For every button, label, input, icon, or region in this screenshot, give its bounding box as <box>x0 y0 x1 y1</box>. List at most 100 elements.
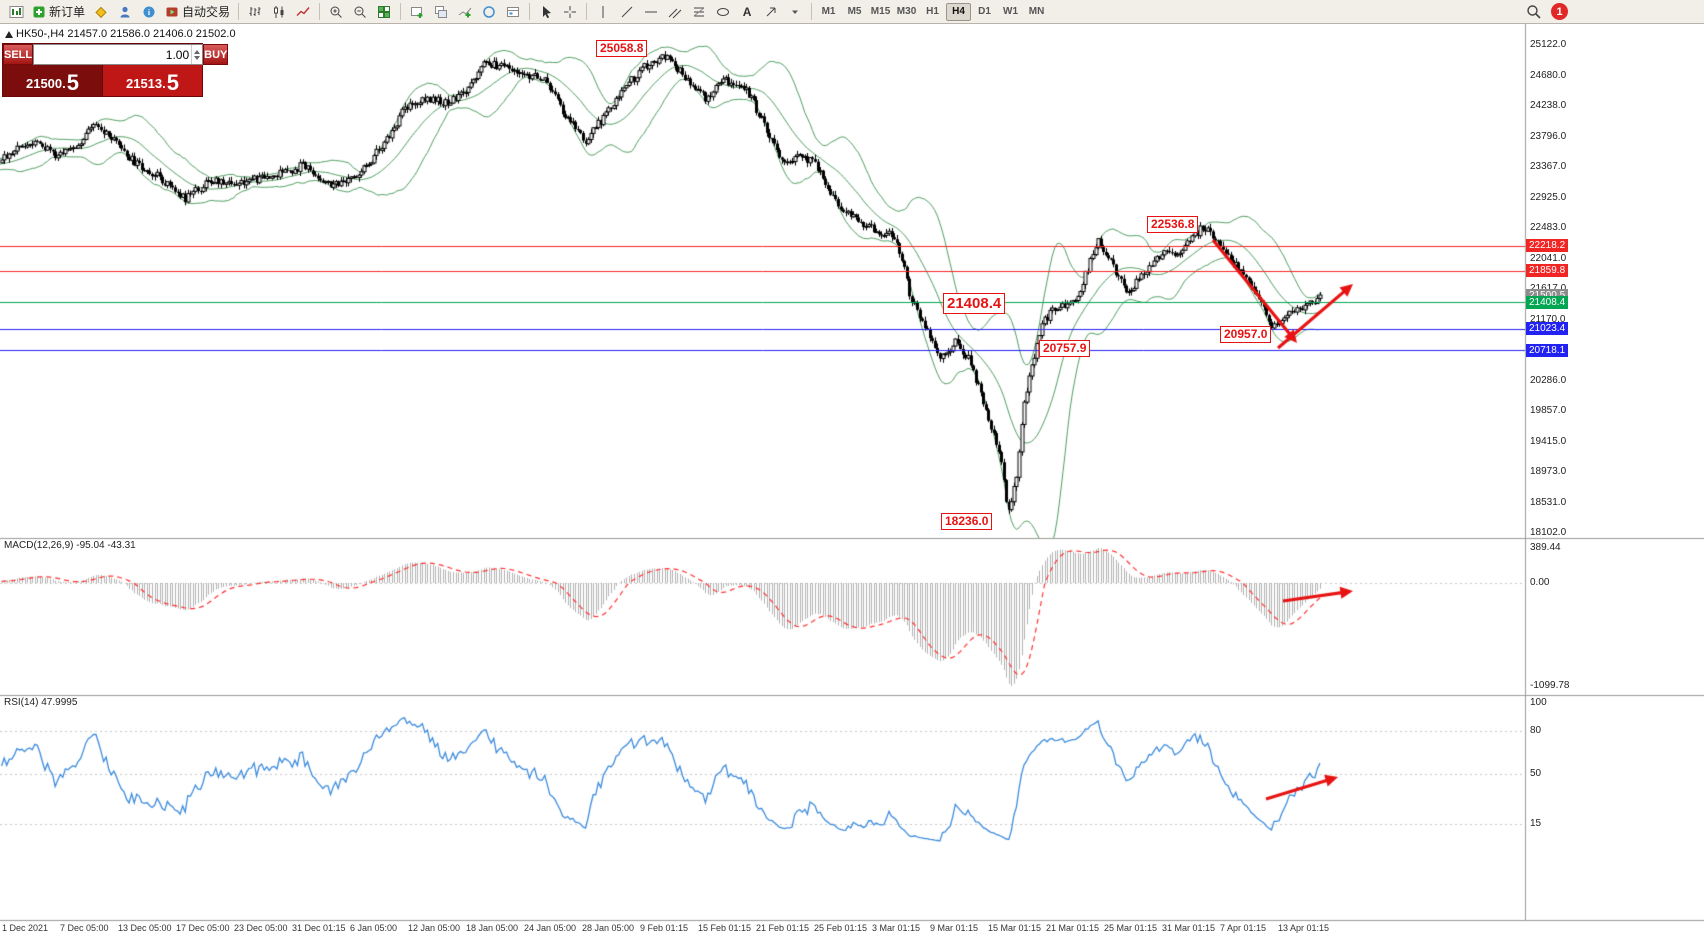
time-axis-label: 12 Jan 05:00 <box>408 923 461 933</box>
cycles-icon <box>482 5 496 19</box>
arrows-tool-button[interactable] <box>759 2 783 22</box>
timeframe-m5[interactable]: M5 <box>847 6 862 17</box>
one-click-trading-panel: SELL BUY 21500.5 21513.5 <box>2 43 229 97</box>
time-axis-label: 13 Dec 05:00 <box>118 923 172 933</box>
vertical-line-button[interactable] <box>591 2 615 22</box>
community-button[interactable]: i <box>137 2 161 22</box>
text-button[interactable]: A <box>735 2 759 22</box>
indicators-button[interactable] <box>453 2 477 22</box>
sell-price-big-digit: 5 <box>66 70 79 95</box>
profile-button[interactable] <box>113 2 137 22</box>
macd-axis-label: 389.44 <box>1530 542 1561 553</box>
price-axis-label: 21617.0 <box>1530 283 1566 294</box>
autotrading-button[interactable]: 自动交易 <box>161 2 234 22</box>
toolbar-separator <box>319 3 321 20</box>
price-annotation[interactable]: 21408.4 <box>943 293 1006 314</box>
time-axis-label: 6 Jan 05:00 <box>350 923 398 933</box>
bars-chart-icon <box>248 5 262 19</box>
price-axis-label: 19415.0 <box>1530 435 1567 447</box>
chart-marker-icon <box>5 31 13 38</box>
toolbar-separator <box>400 3 402 20</box>
objects-dropdown-button[interactable] <box>783 2 807 22</box>
rsi-axis-label: 50 <box>1530 768 1542 779</box>
chart-window-icon <box>9 5 24 19</box>
toolbar-separator <box>586 3 588 20</box>
timeframe-m15[interactable]: M15 <box>870 6 891 17</box>
price-annotation[interactable]: 22536.8 <box>1147 216 1199 233</box>
time-axis-label: 15 Mar 01:15 <box>988 923 1042 933</box>
price-axis-label: 24238.0 <box>1530 100 1567 111</box>
candles-chart-button[interactable] <box>267 2 291 22</box>
profile-icon <box>118 5 132 19</box>
search-button[interactable] <box>1521 2 1545 22</box>
horizontal-line-icon <box>644 5 658 19</box>
time-axis-label: 9 Feb 01:15 <box>640 923 689 933</box>
volume-input[interactable] <box>34 47 192 62</box>
horizontal-line-button[interactable] <box>639 2 663 22</box>
cursor-icon <box>539 5 553 19</box>
price-annotation[interactable]: 25058.8 <box>596 40 648 57</box>
new-order-label: 新订单 <box>49 5 86 19</box>
metaeditor-button[interactable] <box>89 2 113 22</box>
timeframe-m1[interactable]: M1 <box>821 6 836 17</box>
time-axis-label: 13 Apr 01:15 <box>1278 923 1330 933</box>
time-axis-label: 1 Dec 2021 <box>2 923 49 933</box>
buy-button[interactable]: BUY <box>203 44 229 65</box>
price-axis-label: 24680.0 <box>1530 69 1567 81</box>
window-cascade-button[interactable] <box>429 2 453 22</box>
tile-windows-button[interactable] <box>372 2 396 22</box>
time-axis-label: 7 Apr 01:15 <box>1220 923 1267 933</box>
new-chart-button[interactable] <box>405 2 429 22</box>
crosshair-button[interactable] <box>558 2 582 22</box>
templates-button[interactable] <box>501 2 525 22</box>
svg-text:i: i <box>148 8 151 17</box>
info-icon: i <box>142 5 156 19</box>
volume-stepper[interactable] <box>191 45 202 64</box>
new-order-button[interactable]: 新订单 <box>28 2 89 22</box>
indicators-icon <box>458 5 472 19</box>
new-chart-icon <box>410 5 424 19</box>
timeframe-mn[interactable]: MN <box>1028 6 1045 17</box>
sell-price[interactable]: 21500. 5 <box>3 65 103 96</box>
toolbar: 新订单 i 自动交易 A M1 M5 M15 M30 H1 H4 D1 W1 MN 1 <box>0 0 1704 24</box>
time-axis-label: 23 Dec 05:00 <box>234 923 288 933</box>
candles-chart-icon <box>272 5 286 19</box>
notification-badge[interactable]: 1 <box>1551 3 1568 20</box>
fibonacci-button[interactable] <box>687 2 711 22</box>
macd-axis-label: 0.00 <box>1530 577 1550 588</box>
channel-button[interactable] <box>663 2 687 22</box>
chart-window-button[interactable] <box>4 2 28 22</box>
time-axis-label: 28 Jan 05:00 <box>582 923 635 933</box>
timeframe-h1[interactable]: H1 <box>926 6 939 17</box>
bars-chart-button[interactable] <box>243 2 267 22</box>
timeframe-d1[interactable]: D1 <box>978 6 991 17</box>
timeframe-m30[interactable]: M30 <box>896 6 917 17</box>
rsi-axis-label: 80 <box>1530 725 1542 737</box>
price-axis-label: 25122.0 <box>1530 39 1567 50</box>
time-axis-label: 31 Mar 01:15 <box>1162 923 1216 933</box>
timeframe-w1[interactable]: W1 <box>1003 6 1019 17</box>
new-order-icon <box>32 5 46 19</box>
price-axis-label: 22041.0 <box>1530 252 1567 264</box>
vertical-line-icon <box>596 5 610 19</box>
trendline-button[interactable] <box>615 2 639 22</box>
price-annotation[interactable]: 18236.0 <box>941 513 993 530</box>
cursor-button[interactable] <box>534 2 558 22</box>
sell-button[interactable]: SELL <box>3 44 34 65</box>
time-axis-label: 3 Mar 01:15 <box>872 923 921 933</box>
price-axis-label: 18973.0 <box>1530 466 1567 477</box>
text-tool-label: A <box>742 4 752 19</box>
buy-price[interactable]: 21513. 5 <box>103 65 202 96</box>
buy-price-main: 21513. <box>125 76 166 91</box>
chevron-down-icon <box>790 7 800 17</box>
price-annotation[interactable]: 20957.0 <box>1220 326 1272 343</box>
line-chart-button[interactable] <box>291 2 315 22</box>
zoom-in-button[interactable] <box>324 2 348 22</box>
price-axis-label: 18531.0 <box>1530 496 1567 508</box>
cycles-button[interactable] <box>477 2 501 22</box>
zoom-out-button[interactable] <box>348 2 372 22</box>
shapes-button[interactable] <box>711 2 735 22</box>
price-annotation[interactable]: 20757.9 <box>1039 340 1091 357</box>
timeframe-h4[interactable]: H4 <box>946 2 972 21</box>
